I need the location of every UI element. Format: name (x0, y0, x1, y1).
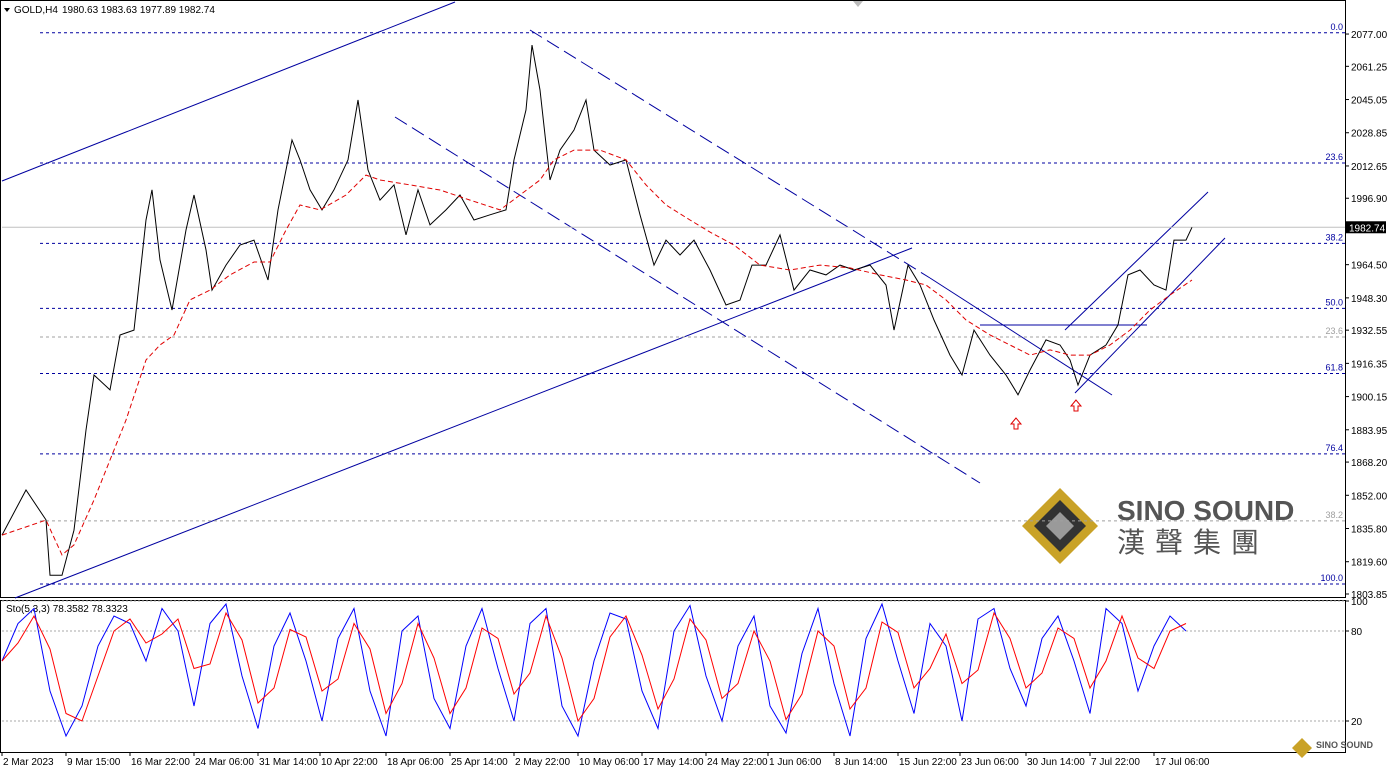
fib-label: 23.6 (1325, 152, 1343, 162)
x-tick-label: 16 Mar 22:00 (131, 757, 190, 768)
fib-label: 100.0 (1320, 573, 1343, 583)
y-tick-label: 2061.25 (1351, 62, 1388, 73)
y-tick-label: 1852.00 (1351, 491, 1388, 502)
y-tick-label: 2045.05 (1351, 96, 1388, 107)
x-tick-label: 8 Jun 14:00 (835, 757, 888, 768)
x-tick-label: 17 May 14:00 (643, 757, 704, 768)
y-tick-label: 1932.55 (1351, 326, 1388, 337)
x-tick-label: 31 Mar 14:00 (259, 757, 318, 768)
x-tick-label: 18 Apr 06:00 (387, 757, 444, 768)
fib-label: 76.4 (1325, 443, 1343, 453)
fib-label: 0.0 (1330, 22, 1343, 32)
chart-title: GOLD,H4 (14, 5, 58, 16)
fib-label: 50.0 (1325, 297, 1343, 307)
trendline (1074, 237, 1226, 394)
x-tick-label: 10 May 06:00 (579, 757, 640, 768)
series-line (1, 149, 1193, 556)
y-tick-label: 1964.50 (1351, 261, 1388, 272)
trendline (529, 29, 931, 279)
x-tick-label: 2 Mar 2023 (3, 757, 54, 768)
y-tick-label: 1835.80 (1351, 525, 1388, 536)
ohlc-label: 1980.63 1983.63 1977.89 1982.74 (62, 5, 215, 16)
y-tick-label: 2028.85 (1351, 129, 1388, 140)
x-tick-label: 30 Jun 14:00 (1027, 757, 1085, 768)
shift-marker (853, 1, 863, 7)
series-line (1, 611, 1187, 723)
y-tick-label: 1883.95 (1351, 426, 1388, 437)
fib-label: 38.2 (1325, 232, 1343, 242)
price-tag (1346, 221, 1386, 234)
y-tick-label: 2012.65 (1351, 162, 1388, 173)
y-tick-label: 1868.20 (1351, 458, 1388, 469)
x-tick-label: 23 Jun 06:00 (961, 757, 1019, 768)
trendline (1064, 191, 1209, 331)
collapse-icon (4, 8, 10, 12)
x-tick-label: 25 Apr 14:00 (451, 757, 508, 768)
trendline (394, 116, 981, 484)
series-line (1, 45, 1193, 576)
fib-label: 61.8 (1325, 363, 1343, 373)
y-tick-label: 1948.30 (1351, 294, 1388, 305)
series-line (1, 602, 1187, 738)
x-tick-label: 2 May 22:00 (515, 757, 570, 768)
x-tick-label: 24 May 22:00 (707, 757, 768, 768)
trendline (1, 1, 456, 182)
trendline (14, 247, 913, 599)
y-tick-label: 1900.15 (1351, 393, 1388, 404)
y-tick-label: 20 (1351, 717, 1363, 728)
price-tag-label: 1982.74 (1349, 223, 1386, 234)
x-tick-label: 9 Mar 15:00 (67, 757, 121, 768)
y-tick-label: 1819.60 (1351, 558, 1388, 569)
price-panel (0, 0, 1346, 598)
logo-chinese: 漢聲集團 (1117, 527, 1269, 558)
y-tick-label: 80 (1351, 627, 1363, 638)
stoch-panel (0, 600, 1346, 753)
x-tick-label: 7 Jul 22:00 (1091, 757, 1140, 768)
y-tick-label: 2077.00 (1351, 30, 1388, 41)
x-tick-label: 10 Apr 22:00 (321, 757, 378, 768)
y-tick-label: 1996.90 (1351, 194, 1388, 205)
x-tick-label: 15 Jun 22:00 (899, 757, 957, 768)
logo-name: SINO SOUND (1316, 740, 1374, 750)
x-tick-label: 1 Jun 06:00 (769, 757, 822, 768)
x-tick-label: 17 Jul 06:00 (1155, 757, 1210, 768)
y-tick-label: 1803.85 (1351, 590, 1388, 601)
y-tick-label: 100 (1351, 597, 1368, 608)
y-tick-label: 1916.35 (1351, 359, 1388, 370)
fib-label: 23.6 (1325, 326, 1343, 336)
arrow-up (1009, 417, 1023, 430)
indicator-title: Sto(5,3,3) 78.3582 78.3323 (6, 604, 128, 615)
logo-diamond (1292, 738, 1312, 758)
logo-diamond (1046, 512, 1074, 540)
arrow-up (1069, 399, 1083, 412)
fib-label: 38.2 (1325, 510, 1343, 520)
x-tick-label: 24 Mar 06:00 (195, 757, 254, 768)
